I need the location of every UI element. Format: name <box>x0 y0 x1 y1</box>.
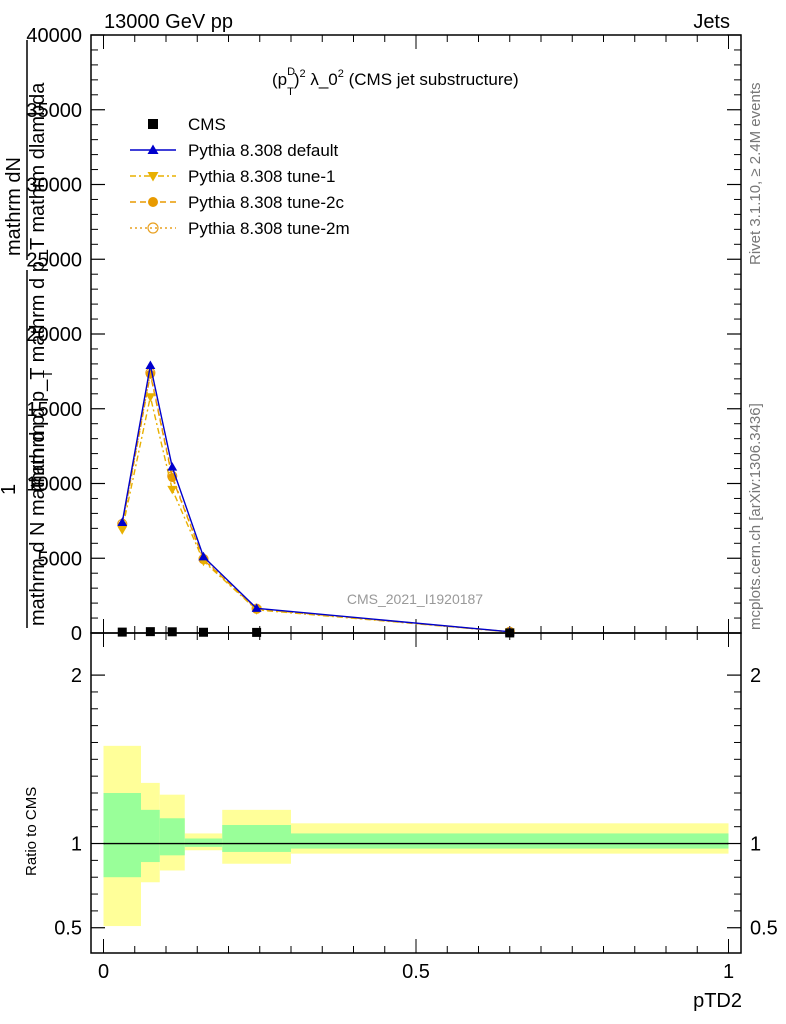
legend-label-pythia-8-308-tune-1: Pythia 8.308 tune-1 <box>188 167 335 186</box>
y-label-numerator: mathrm dN <box>3 157 25 256</box>
ratio-y-tick-label-right: 1 <box>750 834 761 856</box>
legend-label-pythia-8-308-tune-2m: Pythia 8.308 tune-2m <box>188 219 350 238</box>
legend: CMS Pythia 8.308 default Pythia 8.308 tune… <box>130 115 350 238</box>
legend-marker-pythia-8-308-default <box>147 144 159 154</box>
ratio-band-inner <box>103 793 141 878</box>
x-axis-label: pTD2 <box>693 990 742 1012</box>
legend-marker-pythia-8-308-tune-2c <box>148 197 158 207</box>
series-point-pythia-8-308-default <box>167 462 178 471</box>
main-y-tick-label: 40000 <box>26 25 82 47</box>
series-point-cms <box>167 627 177 637</box>
main-y-tick-label: 15000 <box>26 399 82 421</box>
series-point-pythia-8-308-tune-1 <box>117 526 128 535</box>
series-point-pythia-8-308-tune-1 <box>145 393 156 402</box>
x-tick-label: 0.5 <box>402 961 430 983</box>
series-point-pythia-8-308-default <box>198 551 209 561</box>
x-tick-label: 1 <box>723 961 734 983</box>
main-y-tick-label: 35000 <box>26 100 82 122</box>
ratio-y-axis-label: Ratio to CMS <box>23 787 40 876</box>
main-y-tick-label: 20000 <box>26 324 82 346</box>
legend-marker-pythia-8-308-tune-2m <box>147 222 159 234</box>
legend-marker-cms <box>148 119 158 129</box>
main-y-tick-label: 25000 <box>26 249 82 271</box>
ratio-y-tick-label: 0.5 <box>54 918 82 940</box>
main-y-tick-label: 10000 <box>26 474 82 496</box>
ratio-y-tick-label-right: 0.5 <box>750 918 778 940</box>
y-label-denominator-sub: T <box>40 370 55 378</box>
legend-label-pythia-8-308-default: Pythia 8.308 default <box>188 141 339 160</box>
y-label-one: 1 <box>0 484 20 495</box>
series-point-cms <box>145 627 155 637</box>
ratio-bands <box>103 745 729 927</box>
series-point-pythia-8-308-default <box>117 517 128 526</box>
ratio-y-tick-label-right: 2 <box>750 665 761 687</box>
ratio-band-inner <box>159 818 185 856</box>
ratio-y-tick-label: 1 <box>71 834 82 856</box>
rivet-label: Rivet 3.1.10, ≥ 2.4M events <box>747 83 764 266</box>
ratio-band-inner <box>184 838 223 847</box>
series-line-pythia-8-308-tune-1 <box>121 396 510 633</box>
main-y-tick-label: 30000 <box>26 175 82 197</box>
plot-title: (pD T)2 λ_02 (CMS jet substructure) <box>272 66 519 98</box>
main-series-group <box>117 360 515 638</box>
legend-label-pythia-8-308-tune-2c: Pythia 8.308 tune-2c <box>188 193 344 212</box>
analysis-watermark: CMS_2021_I1920187 <box>347 591 483 607</box>
header-category: Jets <box>693 11 730 33</box>
header-energy: 13000 GeV pp <box>104 11 233 33</box>
mcplots-label: mcplots.cern.ch [arXiv:1306.3436] <box>747 403 764 630</box>
ratio-axis-ticks: 0.5 0.5 1 1 2 2 0 0.5 1 <box>54 633 778 983</box>
y-label-middle: mathrm d p_T mathrm d p_T mathrm dlambda <box>27 82 49 492</box>
legend-label-cms: CMS <box>188 115 226 134</box>
series-point-cms <box>117 627 127 637</box>
ratio-y-tick-label: 2 <box>71 665 82 687</box>
main-axis-ticks: 0 5000 10000 15000 20000 25000 30000 35000 40000 <box>26 25 741 645</box>
ratio-band-inner <box>222 825 291 852</box>
main-y-tick-label: 5000 <box>38 548 83 570</box>
series-point-pythia-8-308-tune-1 <box>167 485 178 495</box>
main-y-axis-label: mathrm dN mathrm d p_T mathrm d p_T math… <box>0 40 55 628</box>
series-point-pythia-8-308-default <box>251 603 262 612</box>
ratio-band-inner <box>141 809 160 863</box>
ratio-panel-frame <box>90 632 742 954</box>
ratio-band-inner <box>291 833 729 849</box>
main-y-tick-label: 0 <box>71 623 82 645</box>
series-line-pythia-8-308-default <box>121 365 510 633</box>
series-point-pythia-8-308-default <box>145 360 156 369</box>
x-tick-label: 0 <box>98 961 109 983</box>
y-label-denominator: mathrm d N mathrm d p <box>27 415 49 626</box>
legend-marker-pythia-8-308-tune-1 <box>147 172 159 182</box>
